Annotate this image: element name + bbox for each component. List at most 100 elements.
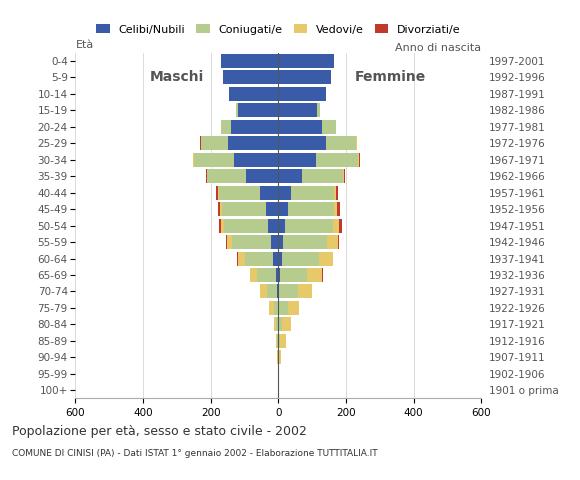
Bar bbox=[245, 252, 273, 265]
Bar bbox=[278, 350, 279, 364]
Text: Maschi: Maschi bbox=[150, 71, 204, 84]
Bar bbox=[238, 103, 278, 118]
Bar bbox=[267, 285, 277, 299]
Bar bbox=[279, 350, 281, 364]
Bar bbox=[278, 103, 317, 118]
Bar bbox=[221, 218, 224, 233]
Bar bbox=[288, 301, 299, 315]
Bar bbox=[231, 120, 278, 134]
Bar bbox=[221, 120, 231, 134]
Bar bbox=[328, 235, 338, 249]
Bar bbox=[219, 218, 221, 233]
Bar bbox=[336, 186, 338, 200]
Text: COMUNE DI CINISI (PA) - Dati ISTAT 1° gennaio 2002 - Elaborazione TUTTITALIA.IT: COMUNE DI CINISI (PA) - Dati ISTAT 1° ge… bbox=[12, 449, 377, 458]
Bar bbox=[337, 202, 340, 216]
Bar bbox=[223, 71, 278, 84]
Bar bbox=[278, 301, 279, 315]
Bar bbox=[332, 218, 339, 233]
Text: Femmine: Femmine bbox=[354, 71, 426, 84]
Bar bbox=[222, 202, 266, 216]
Bar bbox=[343, 169, 344, 183]
Bar bbox=[319, 252, 332, 265]
Bar bbox=[274, 317, 276, 331]
Bar bbox=[332, 252, 333, 265]
Bar bbox=[273, 252, 278, 265]
Bar bbox=[260, 186, 278, 200]
Bar bbox=[326, 136, 356, 150]
Bar bbox=[278, 252, 282, 265]
Bar bbox=[194, 153, 234, 167]
Bar bbox=[206, 169, 207, 183]
Bar bbox=[224, 218, 268, 233]
Bar bbox=[229, 87, 278, 101]
Bar bbox=[201, 136, 227, 150]
Bar bbox=[288, 202, 334, 216]
Bar bbox=[276, 334, 277, 348]
Bar bbox=[277, 334, 278, 348]
Bar bbox=[326, 87, 327, 101]
Bar bbox=[278, 71, 331, 84]
Bar bbox=[278, 136, 326, 150]
Bar bbox=[278, 202, 288, 216]
Bar bbox=[334, 202, 337, 216]
Bar bbox=[278, 268, 280, 282]
Bar bbox=[193, 153, 194, 167]
Bar bbox=[278, 54, 334, 68]
Bar bbox=[339, 218, 342, 233]
Bar bbox=[271, 235, 278, 249]
Bar bbox=[316, 153, 358, 167]
Bar bbox=[279, 301, 288, 315]
Bar bbox=[278, 218, 285, 233]
Bar bbox=[269, 301, 274, 315]
Bar bbox=[291, 186, 334, 200]
Text: Popolazione per età, sesso e stato civile - 2002: Popolazione per età, sesso e stato civil… bbox=[12, 425, 306, 438]
Bar bbox=[302, 169, 343, 183]
Bar bbox=[218, 186, 219, 200]
Bar bbox=[278, 186, 291, 200]
Legend: Celibi/Nubili, Coniugati/e, Vedovi/e, Divorziati/e: Celibi/Nubili, Coniugati/e, Vedovi/e, Di… bbox=[92, 20, 465, 39]
Bar bbox=[284, 235, 328, 249]
Bar bbox=[358, 153, 360, 167]
Bar bbox=[207, 169, 246, 183]
Bar bbox=[276, 268, 278, 282]
Text: Anno di nascita: Anno di nascita bbox=[396, 43, 481, 53]
Bar bbox=[279, 317, 282, 331]
Bar bbox=[278, 285, 280, 299]
Bar bbox=[226, 235, 227, 249]
Bar bbox=[285, 218, 332, 233]
Bar bbox=[280, 285, 298, 299]
Bar bbox=[278, 120, 322, 134]
Bar bbox=[238, 252, 245, 265]
Bar bbox=[279, 367, 280, 381]
Bar bbox=[268, 218, 278, 233]
Bar bbox=[221, 54, 278, 68]
Bar bbox=[227, 235, 232, 249]
Bar bbox=[280, 334, 285, 348]
Bar bbox=[280, 268, 307, 282]
Bar bbox=[278, 235, 284, 249]
Bar bbox=[277, 350, 278, 364]
Bar bbox=[232, 235, 271, 249]
Bar bbox=[278, 87, 326, 101]
Bar bbox=[334, 186, 336, 200]
Bar bbox=[218, 202, 220, 216]
Bar bbox=[278, 169, 302, 183]
Bar bbox=[277, 285, 278, 299]
Bar bbox=[282, 252, 319, 265]
Bar bbox=[236, 103, 238, 118]
Bar bbox=[274, 301, 278, 315]
Bar bbox=[257, 268, 276, 282]
Bar bbox=[276, 317, 278, 331]
Text: Età: Età bbox=[75, 39, 93, 49]
Bar bbox=[322, 120, 336, 134]
Bar bbox=[344, 169, 345, 183]
Bar bbox=[260, 285, 267, 299]
Bar bbox=[227, 136, 278, 150]
Bar bbox=[216, 186, 218, 200]
Bar bbox=[220, 202, 222, 216]
Bar bbox=[317, 103, 320, 118]
Bar bbox=[338, 235, 339, 249]
Bar bbox=[266, 202, 278, 216]
Bar bbox=[279, 334, 280, 348]
Bar bbox=[249, 268, 257, 282]
